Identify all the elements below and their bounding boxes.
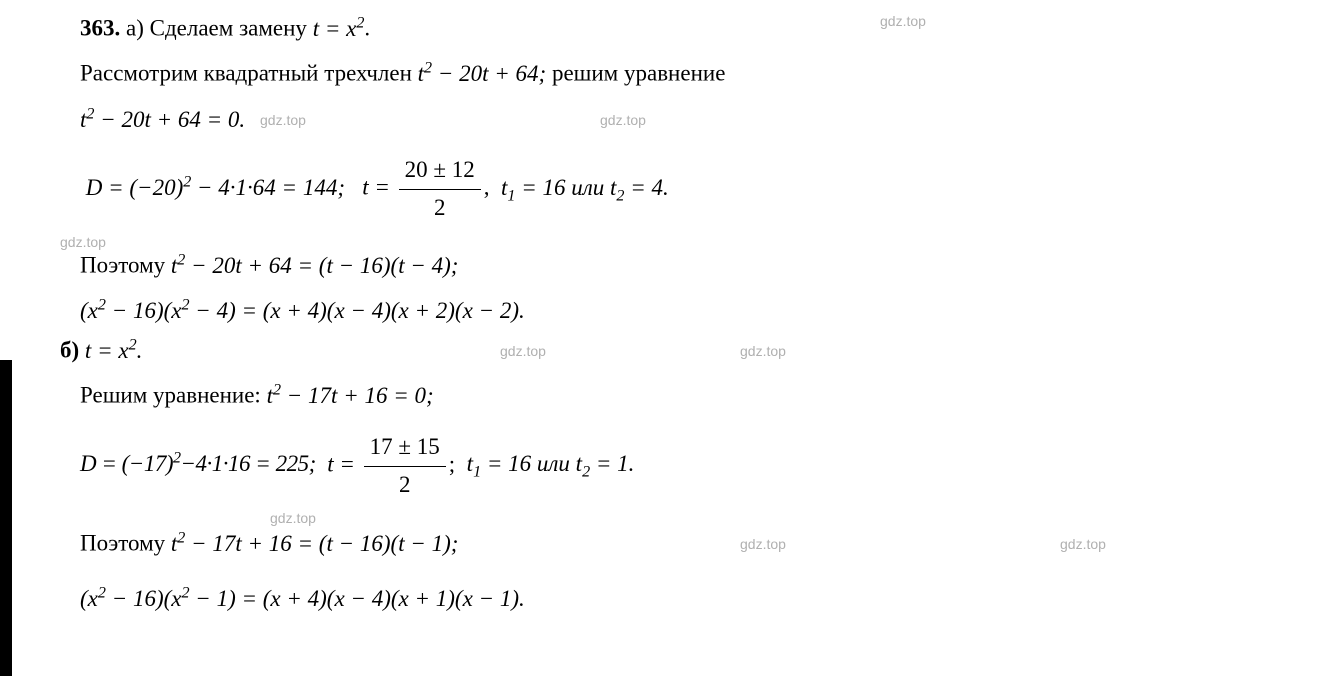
semicolon-b: ; <box>449 451 455 476</box>
line-b-solve: Решим уравнение: t2 − 17t + 16 = 0; <box>60 377 1276 414</box>
line-a-discriminant: D = (−20)2 − 4·1·64 = 144; t = 20 ± 122,… <box>60 152 1276 227</box>
fraction-a: 20 ± 122 <box>399 152 481 227</box>
line-watermark-4: gdz.top <box>60 231 1276 247</box>
watermark-9: gdz.top <box>1060 533 1106 555</box>
formula-b-equation: t2 − 17t + 16 = 0; <box>267 383 434 408</box>
roots-a: t1 = 16 или t2 = 4. <box>501 175 669 200</box>
problem-number: 363. <box>80 16 120 41</box>
line-b-discriminant: D = (−17)2−4·1·16 = 225; t = 17 ± 152; t… <box>60 429 1276 504</box>
text-a-therefore: Поэтому <box>80 253 171 278</box>
formula-b-t: t = <box>327 451 360 476</box>
frac-a-num: 20 ± 12 <box>399 152 481 190</box>
formula-b-factored2: (x2 − 16)(x2 − 1) = (x + 4)(x − 4)(x + 1… <box>80 586 525 611</box>
watermark-6: gdz.top <box>740 340 786 362</box>
frac-a-den: 2 <box>399 190 481 227</box>
line-b-therefore: Поэтому t2 − 17t + 16 = (t − 16)(t − 1);… <box>60 525 1276 562</box>
frac-b-num: 17 ± 15 <box>364 429 446 467</box>
formula-a-disc: D = (−20)2 − 4·1·64 = 144; <box>86 175 345 200</box>
watermark-1: gdz.top <box>880 10 926 32</box>
comma-a: , <box>484 175 490 200</box>
frac-b-den: 2 <box>364 467 446 504</box>
watermark-8: gdz.top <box>740 533 786 555</box>
text-a-consider: Рассмотрим квадратный трехчлен <box>80 61 418 86</box>
line-b-factored2: (x2 − 16)(x2 − 1) = (x + 4)(x − 4)(x + 1… <box>60 581 1276 618</box>
label-b: б) <box>60 338 85 363</box>
watermark-3: gdz.top <box>600 109 646 131</box>
text-a-sub: а) Сделаем замену <box>126 16 313 41</box>
fraction-b: 17 ± 152 <box>364 429 446 504</box>
text-b-solve: Решим уравнение: <box>80 383 267 408</box>
text-b-therefore: Поэтому <box>80 531 171 556</box>
line-watermark-7: gdz.top <box>60 507 1276 525</box>
line-a-equation: t2 − 20t + 64 = 0. gdz.top gdz.top <box>60 101 1276 138</box>
formula-b-sub: t = x2. <box>85 338 142 363</box>
formula-b-disc: D = (−17)2−4·1·16 = 225; <box>80 451 316 476</box>
formula-b-factored1: t2 − 17t + 16 = (t − 16)(t − 1); <box>171 531 459 556</box>
formula-a-factored2: (x2 − 16)(x2 − 4) = (x + 4)(x − 4)(x + 2… <box>80 298 525 323</box>
formula-a-equation: t2 − 20t + 64 = 0. <box>80 107 245 132</box>
formula-a-factored1: t2 − 20t + 64 = (t − 16)(t − 4); <box>171 253 459 278</box>
roots-b: t1 = 16 или t2 = 1. <box>467 451 635 476</box>
line-a-consider: Рассмотрим квадратный трехчлен t2 − 20t … <box>60 55 1276 92</box>
formula-a-t: t = <box>362 175 395 200</box>
watermark-5: gdz.top <box>500 340 546 362</box>
formula-a-trinomial: t2 − 20t + 64; <box>418 61 547 86</box>
line-a-therefore: Поэтому t2 − 20t + 64 = (t − 16)(t − 4); <box>60 247 1276 284</box>
line-a-factored2: (x2 − 16)(x2 − 4) = (x + 4)(x − 4)(x + 2… <box>60 292 1276 329</box>
text-a-solve: решим уравнение <box>552 61 725 86</box>
left-black-bar <box>0 360 12 676</box>
line-b-substitution: б) t = x2. gdz.top gdz.top <box>60 332 1276 369</box>
line-a-substitution: 363. а) Сделаем замену t = x2. gdz.top <box>60 10 1276 47</box>
watermark-2: gdz.top <box>260 109 306 131</box>
formula-a-sub: t = x2 <box>313 16 365 41</box>
